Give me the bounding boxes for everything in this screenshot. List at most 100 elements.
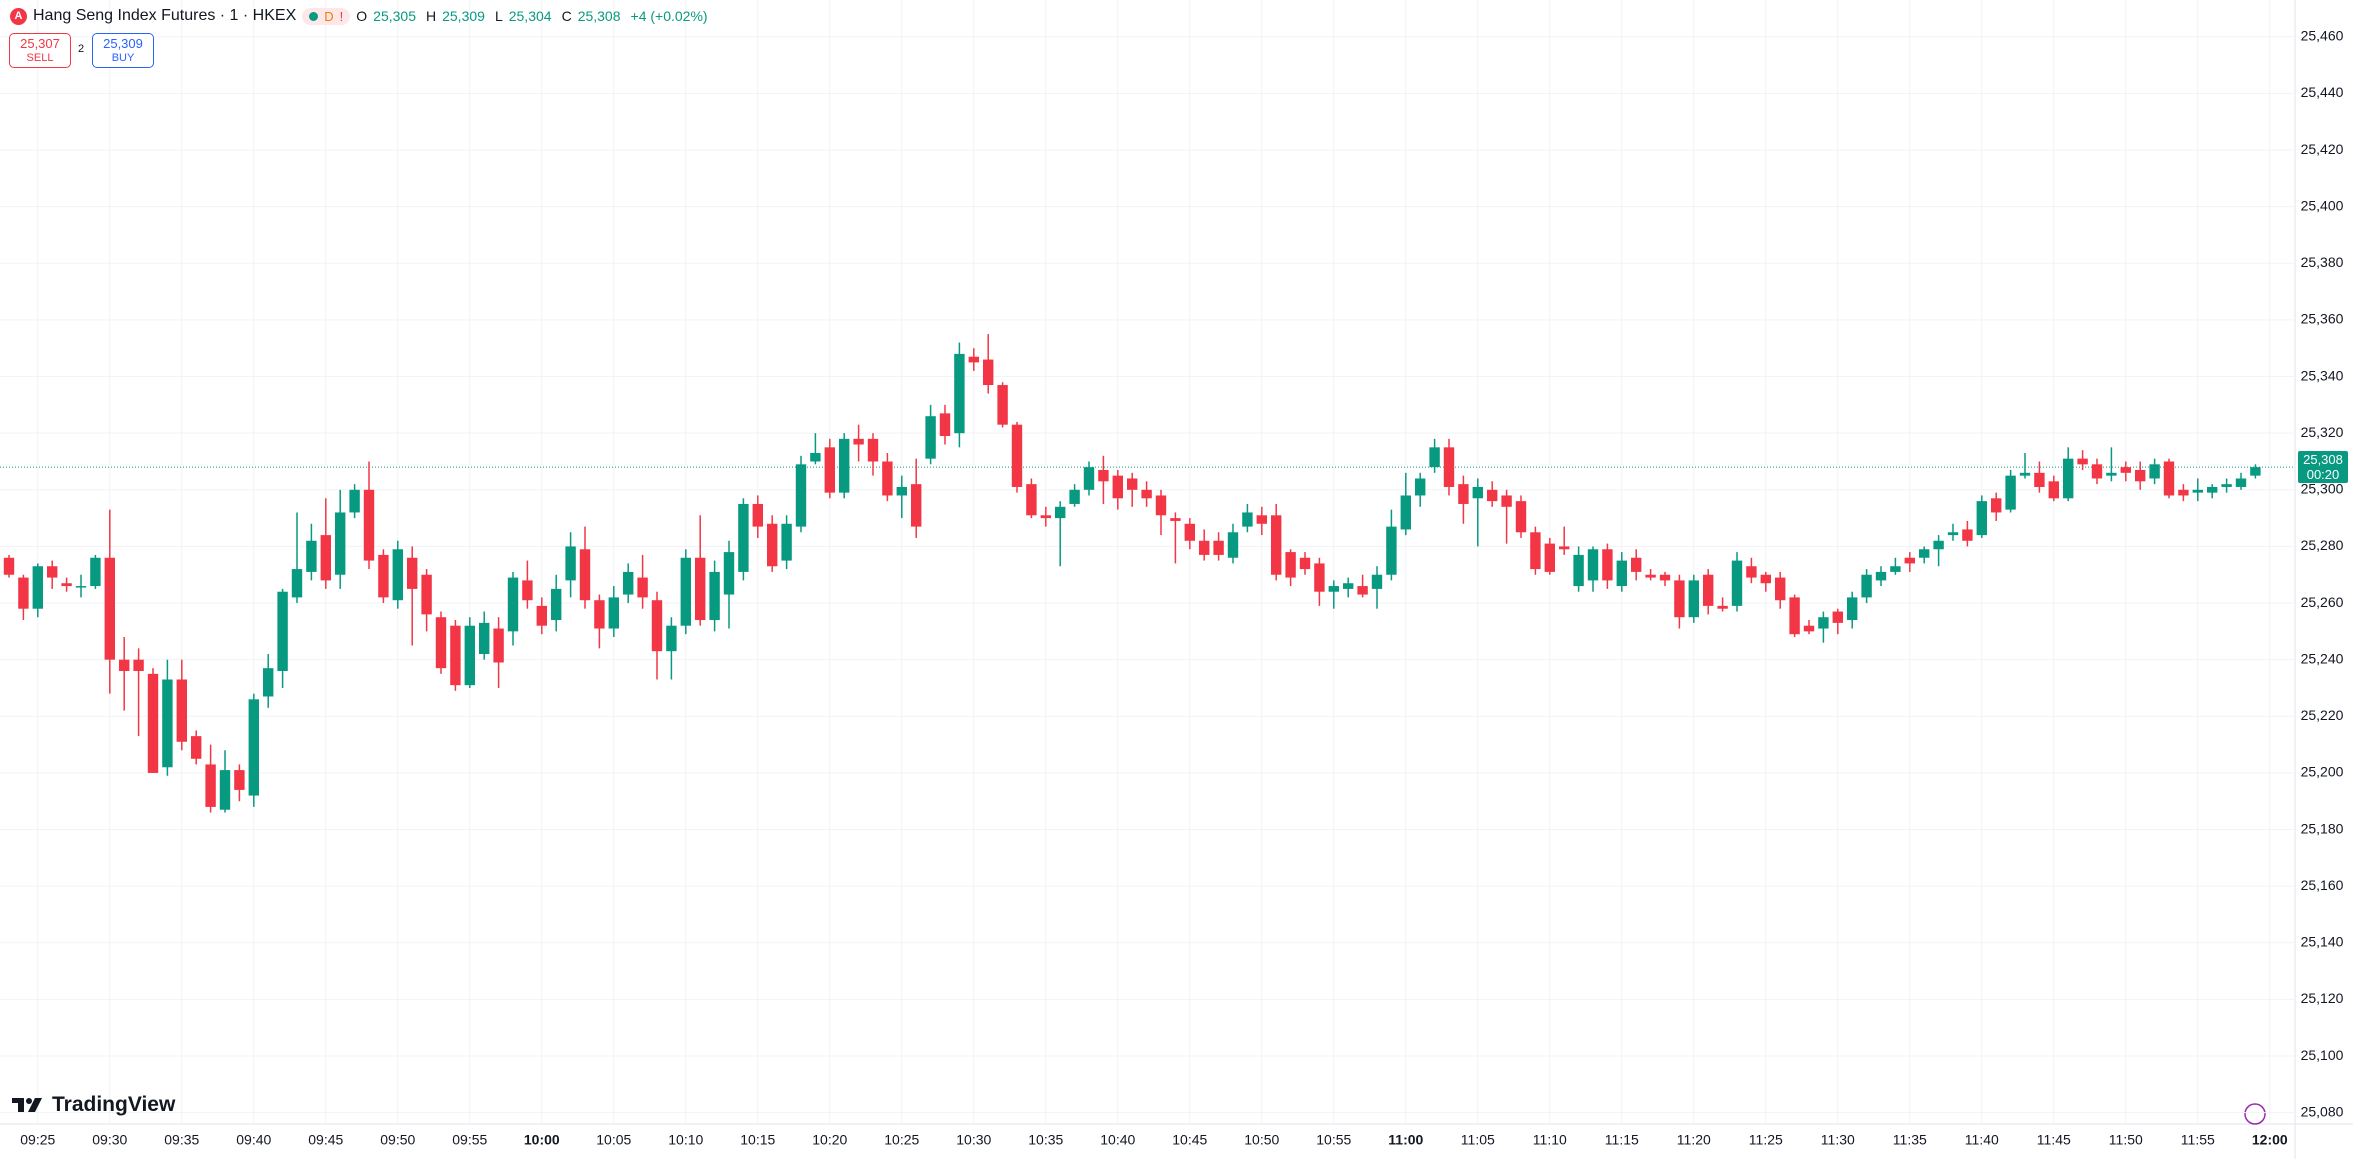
y-tick-label: 25,180	[2301, 820, 2344, 836]
x-tick-label: 10:25	[884, 1132, 919, 1148]
candle-body	[623, 571, 634, 595]
x-tick-label: 09:35	[164, 1132, 199, 1148]
alert-icon[interactable]	[2244, 1103, 2266, 1125]
candle-body	[104, 557, 115, 660]
candle-body	[1055, 506, 1066, 519]
candle-body	[1487, 489, 1498, 502]
x-tick-label: 11:30	[1821, 1132, 1855, 1148]
candle-body	[1314, 563, 1325, 592]
candle-body	[1890, 566, 1901, 572]
candle-body	[2221, 484, 2232, 487]
y-tick-label: 25,400	[2301, 197, 2344, 213]
candle-body	[1818, 617, 1829, 629]
candle-body	[2005, 475, 2016, 510]
brand[interactable]: TradingView	[12, 1093, 175, 1117]
candle-body	[407, 557, 418, 589]
last-price-label: 25,308 00:20	[2298, 451, 2348, 484]
candle-body	[1861, 574, 1872, 598]
x-tick-label: 10:15	[740, 1132, 775, 1148]
candle-body	[2120, 467, 2131, 473]
candle-body	[435, 617, 447, 669]
status-pill[interactable]: D !	[302, 7, 351, 25]
candle-body	[1098, 469, 1109, 482]
countdown: 00:20	[2306, 467, 2340, 483]
y-tick-label: 25,080	[2301, 1103, 2344, 1119]
x-tick-label: 10:30	[956, 1132, 991, 1148]
candle-body	[1674, 580, 1685, 618]
ohlc-value: 25,308	[577, 8, 621, 24]
candle-body	[1112, 475, 1123, 499]
candle-body	[335, 512, 346, 575]
brand-logo	[12, 1098, 42, 1112]
buy-price: 25,309	[103, 35, 143, 51]
candle-body	[781, 523, 792, 561]
y-tick-label: 25,160	[2301, 877, 2344, 893]
candle-body	[277, 591, 288, 672]
symbol-header: A Hang Seng Index Futures · 1 · HKEX D !…	[10, 7, 712, 25]
candle-body	[2019, 472, 2031, 476]
symbol-title[interactable]: Hang Seng Index Futures · 1 · HKEX	[33, 7, 297, 24]
delay-badge: D	[324, 8, 334, 24]
candle-body	[608, 597, 619, 629]
candle-body	[3, 557, 15, 575]
buy-button[interactable]: 25,309 BUY	[92, 33, 154, 68]
candle-body	[1933, 540, 1944, 550]
x-tick-label: 11:05	[1461, 1132, 1495, 1148]
candle-body	[2250, 467, 2261, 476]
candle-body	[1155, 495, 1167, 516]
candle-body	[1299, 557, 1311, 570]
sell-button[interactable]: 25,307 SELL	[9, 33, 71, 68]
market-dot	[309, 11, 319, 21]
candle-body	[1616, 560, 1627, 587]
candle-body	[1357, 586, 1368, 595]
x-tick-label: 11:10	[1533, 1132, 1567, 1148]
x-tick-label: 10:40	[1100, 1132, 1135, 1148]
candle-body	[2149, 464, 2160, 479]
x-tick-label: 11:20	[1677, 1132, 1711, 1148]
candle-body	[954, 353, 965, 434]
candle-body	[680, 557, 691, 626]
ohlc-key: C	[561, 8, 572, 24]
candle-body	[291, 569, 303, 598]
candle-body	[2106, 472, 2117, 476]
candle-body	[1127, 478, 1138, 490]
x-tick-label: 09:55	[452, 1132, 487, 1148]
candle-body	[1400, 495, 1411, 530]
y-tick-label: 25,440	[2301, 84, 2344, 100]
candle-body	[450, 625, 461, 686]
x-tick-label: 10:50	[1244, 1132, 1279, 1148]
candle-body	[1775, 577, 1786, 601]
symbol-icon: A	[10, 7, 27, 25]
candle-body	[1631, 557, 1642, 572]
candle-body	[320, 535, 331, 581]
candle-body	[1026, 484, 1037, 516]
candle-body	[1731, 560, 1743, 606]
candle-body	[839, 438, 850, 493]
candle-body	[551, 588, 562, 621]
candle-body	[1919, 549, 1930, 558]
candle-body	[1285, 552, 1296, 578]
y-tick-label: 25,320	[2301, 424, 2344, 440]
candle-body	[119, 659, 130, 672]
y-tick-label: 25,420	[2301, 141, 2344, 157]
y-tick-label: 25,360	[2301, 311, 2344, 327]
candle-body	[2135, 469, 2146, 482]
x-tick-label: 10:55	[1316, 1132, 1351, 1148]
candle-body	[1458, 484, 1469, 504]
y-tick-label: 25,340	[2301, 367, 2344, 383]
ohlc-value: 25,305	[373, 8, 416, 24]
candle-body	[1328, 586, 1339, 592]
candle-body	[1962, 529, 1973, 541]
candle-body	[1213, 540, 1224, 555]
candle-body	[1789, 597, 1800, 635]
x-tick-label: 12:00	[2252, 1132, 2288, 1148]
candle-body	[767, 523, 778, 567]
y-tick-label: 25,200	[2301, 764, 2344, 780]
x-tick-label: 09:50	[380, 1132, 415, 1148]
ohlc-key: H	[425, 8, 437, 24]
candle-body	[1947, 532, 1959, 536]
candle-body	[1688, 580, 1699, 618]
buy-label: BUY	[111, 51, 135, 64]
candle-body	[1515, 501, 1527, 533]
y-tick-label: 25,260	[2301, 594, 2344, 610]
